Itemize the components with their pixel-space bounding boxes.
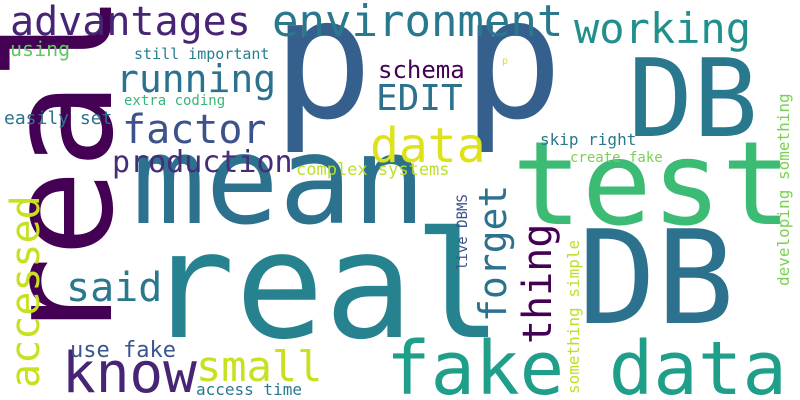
word-accessed: accessed <box>3 195 49 388</box>
word-small: small <box>196 342 323 391</box>
word-create-fake: create fake <box>570 150 663 166</box>
word-easily-set: easily set <box>4 108 113 129</box>
word-production: production <box>112 145 293 180</box>
word-db-2: DB <box>578 202 735 354</box>
word-test: test <box>512 117 792 252</box>
word-access-time: access time <box>196 380 302 399</box>
word-db-1: DB <box>628 37 759 162</box>
word-p-2: p <box>462 0 564 157</box>
word-said: said <box>66 265 163 311</box>
word-fake-data: fake data <box>386 326 787 400</box>
word-use-fake: use fake <box>70 338 176 363</box>
word-environment: environment <box>272 0 564 47</box>
word-mean: mean <box>132 110 426 252</box>
word-edit: EDIT <box>376 78 463 119</box>
word-data: data <box>370 118 486 174</box>
word-know: know <box>62 341 197 400</box>
word-complex-systems: complex systems <box>296 160 450 180</box>
word-running: running <box>116 57 277 101</box>
word-factor: factor <box>122 107 267 153</box>
word-skip-right: skip right <box>540 130 637 149</box>
word-p-small: p <box>502 56 509 67</box>
word-p-1: p <box>272 0 374 157</box>
word-real: real <box>146 200 503 372</box>
word-live-dbms: live DBMS <box>455 194 471 270</box>
word-advantages: advantages <box>10 0 251 45</box>
word-developing-something: developing something <box>774 93 793 286</box>
word-working: working <box>574 4 752 53</box>
word-forget: forget <box>471 184 515 322</box>
word-using: using <box>10 37 71 61</box>
word-schema: schema <box>378 56 465 84</box>
word-extra-coding: extra coding <box>124 93 226 109</box>
word-something-simple: something simple <box>564 239 583 394</box>
word-still-important: still important <box>134 45 270 63</box>
word-thing: thing <box>515 223 561 344</box>
